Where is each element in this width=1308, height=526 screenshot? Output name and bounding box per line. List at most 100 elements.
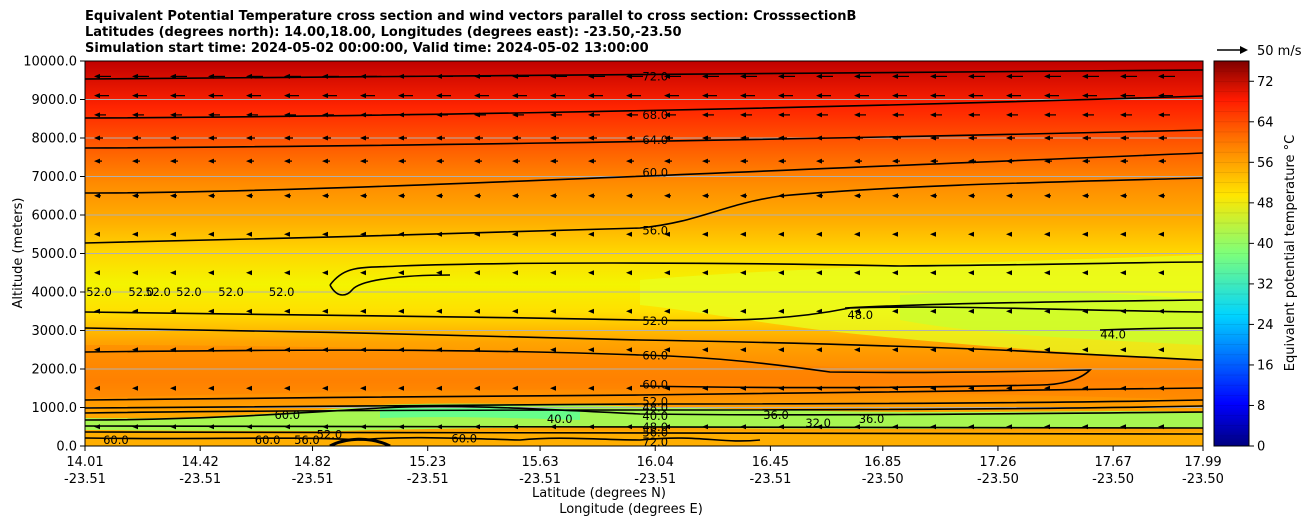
wind-vector <box>474 347 480 353</box>
wind-vector <box>398 231 404 237</box>
wind-vector <box>1158 270 1164 276</box>
wind-vector <box>588 270 594 276</box>
wind-vector <box>1006 193 1013 199</box>
wind-vector <box>892 93 907 99</box>
wind-vector <box>626 93 641 99</box>
wind-vector <box>968 135 977 141</box>
wind-vector <box>930 385 936 391</box>
wind-vector <box>132 424 138 430</box>
wind-vector <box>322 158 330 164</box>
wind-vector <box>170 135 179 141</box>
wind-vector <box>170 112 182 118</box>
x-tick-label-lat: 14.42 <box>182 455 219 470</box>
wind-vector <box>1006 385 1012 391</box>
wind-vector <box>1120 231 1126 237</box>
wind-vector <box>968 270 974 276</box>
contour-label: 52.0 <box>642 314 668 328</box>
wind-vector <box>702 158 710 164</box>
wind-vector <box>284 308 290 314</box>
wind-vector <box>930 135 939 141</box>
contour-line-56-mid <box>85 327 1203 361</box>
wind-vector <box>94 93 109 99</box>
wind-vector <box>360 135 369 141</box>
contour-line-48-surface <box>85 425 1203 429</box>
wind-vector <box>930 231 936 237</box>
wind-vector <box>702 308 708 314</box>
wind-vector <box>550 424 556 430</box>
wind-vector <box>208 308 214 314</box>
x-tick-label-lon: -23.51 <box>64 472 106 487</box>
x-tick-label-lat: 15.63 <box>521 455 558 470</box>
wind-vector <box>968 112 980 118</box>
wind-vector <box>1120 347 1126 353</box>
wind-vector <box>892 158 900 164</box>
wind-vector <box>94 112 106 118</box>
wind-vector <box>1082 231 1088 237</box>
wind-vector <box>930 347 936 353</box>
wind-vector <box>398 135 407 141</box>
wind-vector <box>740 158 748 164</box>
wind-vector <box>1082 347 1088 353</box>
x-tick-label-lon: -23.51 <box>749 472 791 487</box>
wind-vector <box>436 347 442 353</box>
wind-vector <box>740 93 755 99</box>
wind-vector <box>664 158 672 164</box>
wind-vector <box>1006 231 1012 237</box>
wind-vector <box>664 112 676 118</box>
wind-vector <box>702 231 708 237</box>
wind-vector <box>1006 135 1015 141</box>
wind-vector <box>474 385 480 391</box>
contour-line-60-surface <box>85 436 761 442</box>
contour-line-surface-blob <box>329 437 391 446</box>
x-axis: 14.01 -23.51 14.42 -23.51 14.82 -23.51 15.23 -2… <box>64 446 1224 487</box>
wind-vector <box>284 93 299 99</box>
wind-vector <box>816 270 822 276</box>
wind-vector <box>1158 93 1173 99</box>
wind-vector <box>1082 135 1091 141</box>
wind-vector <box>170 93 185 99</box>
wind-vector <box>132 308 138 314</box>
wind-vector <box>702 135 711 141</box>
wind-vector <box>930 270 936 276</box>
wind-vector <box>816 158 824 164</box>
wind-vector <box>664 270 670 276</box>
wind-vector <box>778 158 786 164</box>
wind-vector <box>930 308 936 314</box>
wind-vector <box>778 231 784 237</box>
wind-vector <box>778 93 793 99</box>
contour-label: 48.0 <box>642 420 668 434</box>
contour-line-56-surface <box>85 431 1203 435</box>
wind-vector <box>474 270 480 276</box>
wind-vector <box>1120 112 1132 118</box>
colorbar-tick-label: 56 <box>1257 156 1274 171</box>
wind-vector <box>626 158 634 164</box>
wind-vector <box>322 424 328 430</box>
wind-vector <box>1082 385 1088 391</box>
wind-vector <box>816 231 822 237</box>
wind-vector <box>778 424 784 430</box>
y-tick-label: 1000.0 <box>32 401 78 416</box>
wind-vector <box>664 347 670 353</box>
wind-vector <box>550 231 556 237</box>
wind-vector <box>170 424 176 430</box>
wind-vector <box>550 135 559 141</box>
contour-line-48-low <box>85 405 1203 414</box>
wind-vector <box>968 73 985 79</box>
wind-vector <box>132 347 138 353</box>
wind-vector <box>588 112 600 118</box>
wind-vector <box>550 270 556 276</box>
wind-vector <box>816 93 831 99</box>
contour-label: 48.0 <box>847 308 873 322</box>
colorbar-tick-label: 40 <box>1257 237 1274 252</box>
contour-line-64 <box>85 129 1203 149</box>
wind-vector <box>892 270 898 276</box>
wind-vector <box>626 193 633 199</box>
x-tick-label-lat: 16.85 <box>864 455 901 470</box>
wind-vector <box>816 112 828 118</box>
wind-vector <box>1120 193 1127 199</box>
colorbar-tick-label: 32 <box>1257 277 1274 292</box>
wind-vector <box>968 193 975 199</box>
chart-title-line-2: Latitudes (degrees north): 14.00,18.00, … <box>85 25 682 40</box>
wind-vector <box>968 158 976 164</box>
